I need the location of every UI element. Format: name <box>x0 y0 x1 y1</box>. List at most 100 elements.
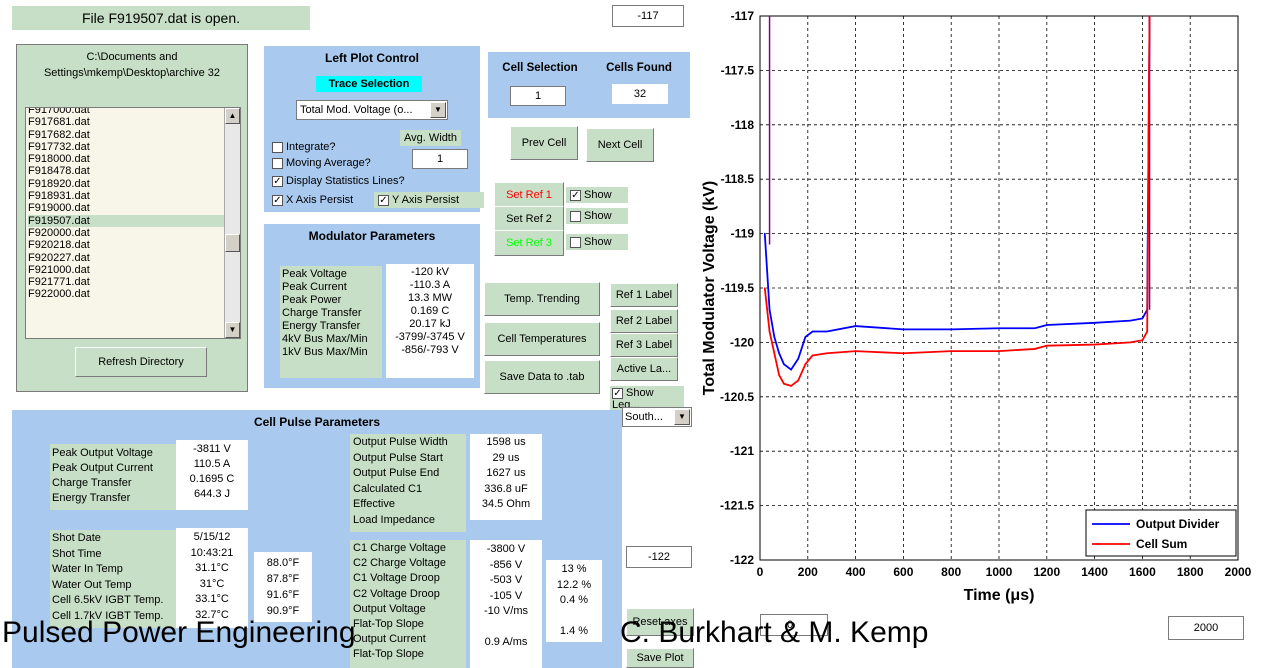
x-axis-label: Time (μs) <box>964 587 1035 604</box>
ref2-label-button[interactable]: Ref 2 Label <box>610 309 678 333</box>
file-list-item[interactable]: F918931.dat <box>28 190 90 203</box>
series-point-1 <box>826 352 828 355</box>
display-statistics-checkbox[interactable]: ✓ Display Statistics Lines? <box>272 175 405 187</box>
left-plot-control-panel: Left Plot Control Trace Selection Total … <box>264 46 480 212</box>
dropdown-arrow-icon[interactable]: ▼ <box>430 102 446 118</box>
set-ref3-button[interactable]: Set Ref 3 <box>494 230 564 256</box>
reset-axes-button[interactable]: Reset axes <box>626 608 694 636</box>
series-point-0 <box>854 325 857 327</box>
series-point-0 <box>1034 327 1036 330</box>
file-list-item[interactable]: F919507.dat <box>28 214 224 227</box>
x-axis-persist-checkbox[interactable]: ✓ X Axis Persist <box>272 194 353 206</box>
integrate-label: Integrate? <box>286 141 336 153</box>
file-list-item[interactable]: F921000.dat <box>28 263 90 276</box>
file-list-item[interactable]: F922000.dat <box>28 288 90 301</box>
charge-labels: C1 Charge Voltage C2 Charge Voltage C1 Vol… <box>350 540 466 668</box>
charge-param-label: Output Current <box>353 633 426 646</box>
check-icon[interactable]: ✓ <box>612 387 623 399</box>
ref1-label-button[interactable]: Ref 1 Label <box>610 283 678 307</box>
moving-average-checkbox[interactable]: Moving Average? <box>272 157 371 169</box>
file-list-item[interactable]: F920000.dat <box>28 226 90 239</box>
y-tick-label: -117 <box>731 9 755 23</box>
series-point-0 <box>804 336 807 338</box>
ref3-show-checkbox[interactable]: Show <box>566 234 628 250</box>
y-min-input[interactable]: -122 <box>626 546 692 568</box>
left-plot-control-title: Left Plot Control <box>325 51 419 65</box>
scroll-down-arrow-icon[interactable]: ▼ <box>225 322 240 338</box>
ref2-show-checkbox[interactable]: Show <box>566 208 628 224</box>
file-list-item[interactable]: F917732.dat <box>28 140 90 153</box>
scroll-thumb[interactable] <box>225 234 240 252</box>
file-list-item[interactable]: F918478.dat <box>28 165 90 178</box>
check-icon[interactable]: ✓ <box>570 189 581 201</box>
checkbox-icon[interactable] <box>272 141 283 153</box>
save-data-button[interactable]: Save Data to .tab <box>484 360 600 394</box>
file-list-item[interactable]: F921771.dat <box>28 276 90 289</box>
charge-param-value: 0.9 A/ms <box>484 636 528 648</box>
check-icon[interactable]: ✓ <box>378 194 389 206</box>
file-list-item[interactable]: F920227.dat <box>28 251 90 264</box>
file-list-item[interactable]: F919000.dat <box>28 202 90 215</box>
file-list-item[interactable]: F918920.dat <box>28 177 90 190</box>
cell-temperatures-button[interactable]: Cell Temperatures <box>484 322 600 356</box>
peak-param-value: 0.1695 C <box>189 473 235 485</box>
series-point-1 <box>998 350 1000 352</box>
legend-position-select[interactable]: South... ▼ <box>622 407 692 427</box>
y-axis-persist-checkbox[interactable]: ✓ Y Axis Persist <box>374 192 484 208</box>
series-point-0 <box>773 336 776 338</box>
ref1-show-checkbox[interactable]: ✓ Show <box>566 187 628 203</box>
next-cell-button[interactable]: Next Cell <box>586 128 654 162</box>
pulse-param-label: Load Impedance <box>353 513 435 526</box>
x-min-input[interactable]: 0 <box>760 614 828 636</box>
temp-trending-button[interactable]: Temp. Trending <box>484 282 600 316</box>
shot-labels: Shot Date Shot Time Water In Temp Water Out… <box>50 530 176 628</box>
checkbox-icon[interactable] <box>570 210 581 222</box>
cell-selection-input[interactable]: 1 <box>510 86 566 106</box>
scroll-up-arrow-icon[interactable]: ▲ <box>225 108 240 124</box>
file-list-item[interactable]: F918000.dat <box>28 153 90 166</box>
integrate-checkbox[interactable]: Integrate? <box>272 141 336 153</box>
active-label-button[interactable]: Active La... <box>610 357 678 381</box>
modulator-param-label: Peak Voltage <box>282 268 347 280</box>
file-list-scrollbar[interactable]: ▲ ▼ <box>224 108 240 338</box>
checkbox-icon[interactable] <box>272 157 283 169</box>
shot-values: 5/15/12 10:43:21 31.1°C 31°C 33.1°C 32.7°C <box>176 528 248 628</box>
y-tick-label: -121.5 <box>720 499 754 513</box>
trace-select[interactable]: Total Mod. Voltage (o... ▼ <box>296 100 448 120</box>
save-plot-button[interactable]: Save Plot <box>626 648 694 668</box>
dropdown-arrow-icon[interactable]: ▼ <box>674 409 690 425</box>
x-max-input[interactable]: 2000 <box>1168 616 1244 640</box>
x-tick-label: 1000 <box>986 565 1013 579</box>
file-list-item[interactable]: F917681.dat <box>28 116 90 129</box>
set-ref1-button[interactable]: Set Ref 1 <box>494 182 564 208</box>
avg-width-input[interactable]: 1 <box>412 149 468 169</box>
check-icon[interactable]: ✓ <box>272 194 283 206</box>
file-list-item[interactable]: F920218.dat <box>28 239 90 252</box>
series-point-0 <box>998 327 1000 330</box>
prev-cell-button[interactable]: Prev Cell <box>510 126 578 160</box>
checkbox-icon[interactable] <box>570 236 581 248</box>
peak-values: -3811 V 110.5 A 0.1695 C 644.3 J <box>176 440 248 510</box>
set-ref2-button[interactable]: Set Ref 2 <box>494 206 564 232</box>
charge-param-label: C1 Voltage Droop <box>353 572 440 585</box>
voltage-chart[interactable]: 0 200 400 600 800 1000 1200 1400 1600 1800 2000 -11… <box>690 0 1266 612</box>
pulse-param-label: Calculated C1 <box>353 482 423 495</box>
ref3-label-button[interactable]: Ref 3 Label <box>610 333 678 357</box>
cell-selection-label: Cell Selection <box>502 62 578 74</box>
percent-value: 13 % <box>561 563 587 575</box>
file-list[interactable]: F917000.dat F917681.dat F917682.dat F917732… <box>25 107 241 339</box>
charge-param-label: C2 Charge Voltage <box>353 557 446 570</box>
charge-param-value: -105 V <box>489 589 523 602</box>
legend-label: Output Divider <box>1136 517 1220 531</box>
pulse-param-value: 1598 us <box>486 436 526 448</box>
check-icon[interactable]: ✓ <box>272 175 283 187</box>
file-list-item[interactable]: F917000.dat <box>28 107 90 116</box>
cells-found-label: Cells Found <box>606 62 672 74</box>
y-tick-label: -122 <box>730 553 754 567</box>
file-list-item[interactable]: F917682.dat <box>28 128 90 141</box>
x-tick-label: 1600 <box>1129 565 1156 579</box>
refresh-directory-button[interactable]: Refresh Directory <box>75 347 207 377</box>
x-tick-label: 400 <box>846 565 866 579</box>
footer-left-text: Pulsed Power Engineering <box>2 616 356 649</box>
y-max-input[interactable]: -117 <box>612 5 684 27</box>
